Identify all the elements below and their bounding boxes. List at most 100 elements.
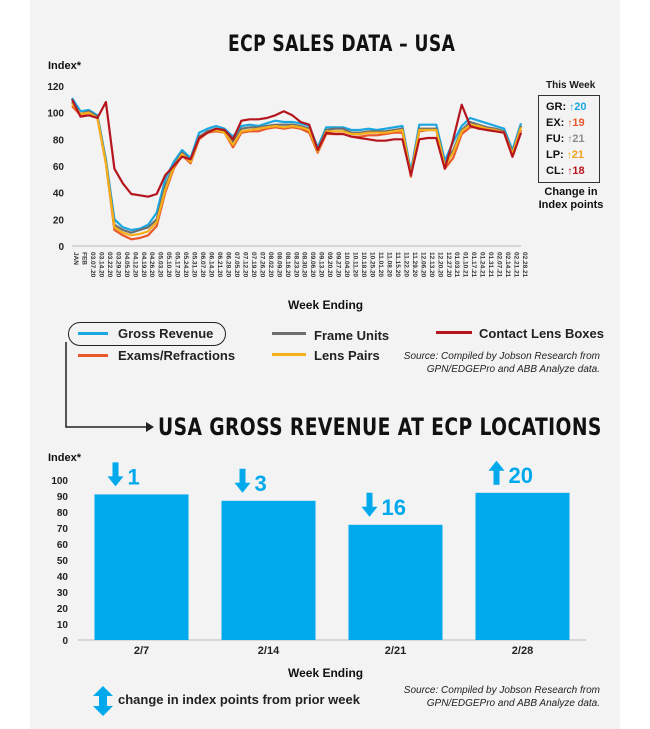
up-arrow-icon: ↑ (567, 166, 573, 177)
down-arrow-icon (107, 462, 124, 487)
bar-y-tick-label: 80 (57, 508, 69, 519)
this-week-value: 18 (572, 165, 585, 177)
this-week-code: CL: (546, 165, 568, 177)
line-x-tick-label: 02.07.21 (496, 252, 503, 278)
line-x-tick-label: 04.05.20 (123, 252, 130, 278)
line-x-tick-label: 03.22.20 (106, 252, 113, 278)
line-x-tick-label: 09.27.20 (335, 252, 342, 278)
bar-category-label: 2/28 (512, 645, 533, 657)
legend-line-frame-units (272, 332, 306, 335)
line-x-tick-label: 01.10.21 (462, 252, 469, 278)
line-x-tick-label: 05.03.20 (157, 252, 164, 278)
this-week-code: EX: (546, 117, 568, 129)
bar-chart-x-label: Week Ending (288, 666, 364, 680)
bar-category-label: 2/21 (385, 645, 406, 657)
bar-y-tick-label: 70 (57, 524, 69, 535)
line-x-tick-label: 09.20.20 (326, 252, 333, 278)
bar-y-tick-label: 100 (51, 476, 68, 487)
this-week-row: CL: ↑18 (546, 165, 585, 177)
down-arrow-icon (234, 468, 251, 493)
legend-line-lens-pairs (272, 353, 306, 356)
this-week-row: GR: ↑20 (546, 101, 586, 113)
bar-change-label: 16 (382, 495, 406, 520)
legend-contact-lens: Contact Lens Boxes (479, 326, 604, 341)
line-x-tick-label: 09.06.20 (309, 252, 316, 278)
bar-y-tick-label: 50 (57, 556, 69, 567)
legend-gross-revenue: Gross Revenue (118, 326, 214, 341)
line-x-tick-label: 10.25.20 (369, 252, 376, 278)
this-week-value: 20 (574, 101, 587, 113)
line-x-tick-label: FEB (80, 252, 87, 265)
bar (348, 524, 443, 640)
up-arrow-icon: ↑ (569, 102, 575, 113)
line-x-tick-label: 12.20.20 (436, 252, 443, 278)
bar-y-tick-label: 20 (57, 604, 69, 615)
bar-chart-title: USA GROSS REVENUE AT ECP LOCATIONS (158, 413, 602, 441)
line-x-tick-label: 01.24.21 (479, 252, 486, 278)
line-y-tick-label: 0 (58, 242, 64, 253)
this-week-value: 21 (572, 133, 585, 145)
line-x-tick-label: 10.18.20 (360, 252, 367, 278)
line-x-tick-label: 03.07.20 (89, 252, 96, 278)
line-x-tick-label: 06.14.20 (208, 252, 215, 278)
this-week-row: EX: ↑19 (546, 117, 585, 129)
line-x-tick-label: 03.29.20 (114, 252, 121, 278)
line-x-tick-label: 12.13.20 (428, 252, 435, 278)
line-x-tick-label: 12.27.20 (445, 252, 452, 278)
this-week-heading: This Week (546, 80, 596, 91)
line-x-tick-label: 04.19.20 (140, 252, 147, 278)
this-week-code: GR: (546, 101, 570, 113)
up-arrow-icon: ↑ (566, 150, 572, 161)
line-x-tick-label: 01.31.21 (487, 252, 494, 278)
bar-y-tick-label: 40 (57, 572, 69, 583)
line-chart-x-label: Week Ending (288, 298, 364, 312)
legend-lens-pairs: Lens Pairs (314, 348, 380, 363)
page-title: ECP SALES DATA – USA (228, 32, 456, 57)
up-arrow-icon (488, 460, 505, 485)
line-x-tick-label: 08.09.20 (275, 252, 282, 278)
line-y-tick-label: 60 (53, 162, 65, 173)
this-week-code: LP: (546, 149, 567, 161)
legend-line-contact-lens (436, 331, 472, 334)
line-x-tick-label: 10.11.20 (352, 252, 359, 277)
line-x-tick-label: 11.29.20 (411, 252, 418, 277)
line-x-tick-label: 04.26.20 (148, 252, 155, 278)
source-note-top: Source: Compiled by Jobson Research from… (403, 351, 600, 375)
change-note: change in index points from prior week (118, 692, 360, 707)
line-x-tick-label: 11.22.20 (402, 252, 409, 277)
bar-category-label: 2/7 (134, 645, 149, 657)
this-week-code: FU: (546, 133, 568, 145)
bar-y-tick-label: 60 (57, 540, 69, 551)
line-x-tick-label: 05.31.20 (191, 252, 198, 278)
bar-change-label: 1 (128, 464, 140, 489)
line-x-tick-label: 11.08.20 (385, 252, 392, 277)
line-x-tick-label: 01.03.21 (453, 252, 460, 278)
line-y-tick-label: 80 (53, 135, 65, 146)
this-week-box (538, 95, 600, 183)
down-arrow-icon (361, 492, 378, 517)
bar (221, 500, 316, 640)
line-x-tick-label: 02.21.21 (513, 252, 520, 278)
line-x-tick-label: JAN (72, 252, 79, 265)
line-y-tick-label: 100 (47, 109, 64, 120)
line-x-tick-label: 08.30.20 (301, 252, 308, 278)
line-x-tick-label: 12.06.20 (419, 252, 426, 278)
line-x-tick-label: 08.23.20 (292, 252, 299, 278)
this-week-value: 21 (571, 149, 585, 161)
bar-change-label: 3 (255, 471, 267, 496)
bar-change-label: 20 (509, 463, 533, 488)
this-week-row: LP: ↑21 (546, 149, 584, 161)
this-week-caption: Change in Index points (538, 186, 604, 211)
line-x-tick-label: 01.17.21 (470, 252, 477, 278)
line-y-tick-label: 20 (53, 215, 65, 226)
bar-y-tick-label: 0 (62, 636, 68, 647)
line-x-tick-label: 07.19.20 (250, 252, 257, 278)
line-x-tick-label: 05.10.20 (165, 252, 172, 278)
bar (475, 492, 570, 640)
source-note-bottom: Source: Compiled by Jobson Research from… (403, 685, 600, 709)
line-x-tick-label: 06.28.20 (224, 252, 231, 278)
line-x-tick-label: 05.24.20 (182, 252, 189, 278)
up-arrow-icon: ↑ (567, 118, 573, 129)
